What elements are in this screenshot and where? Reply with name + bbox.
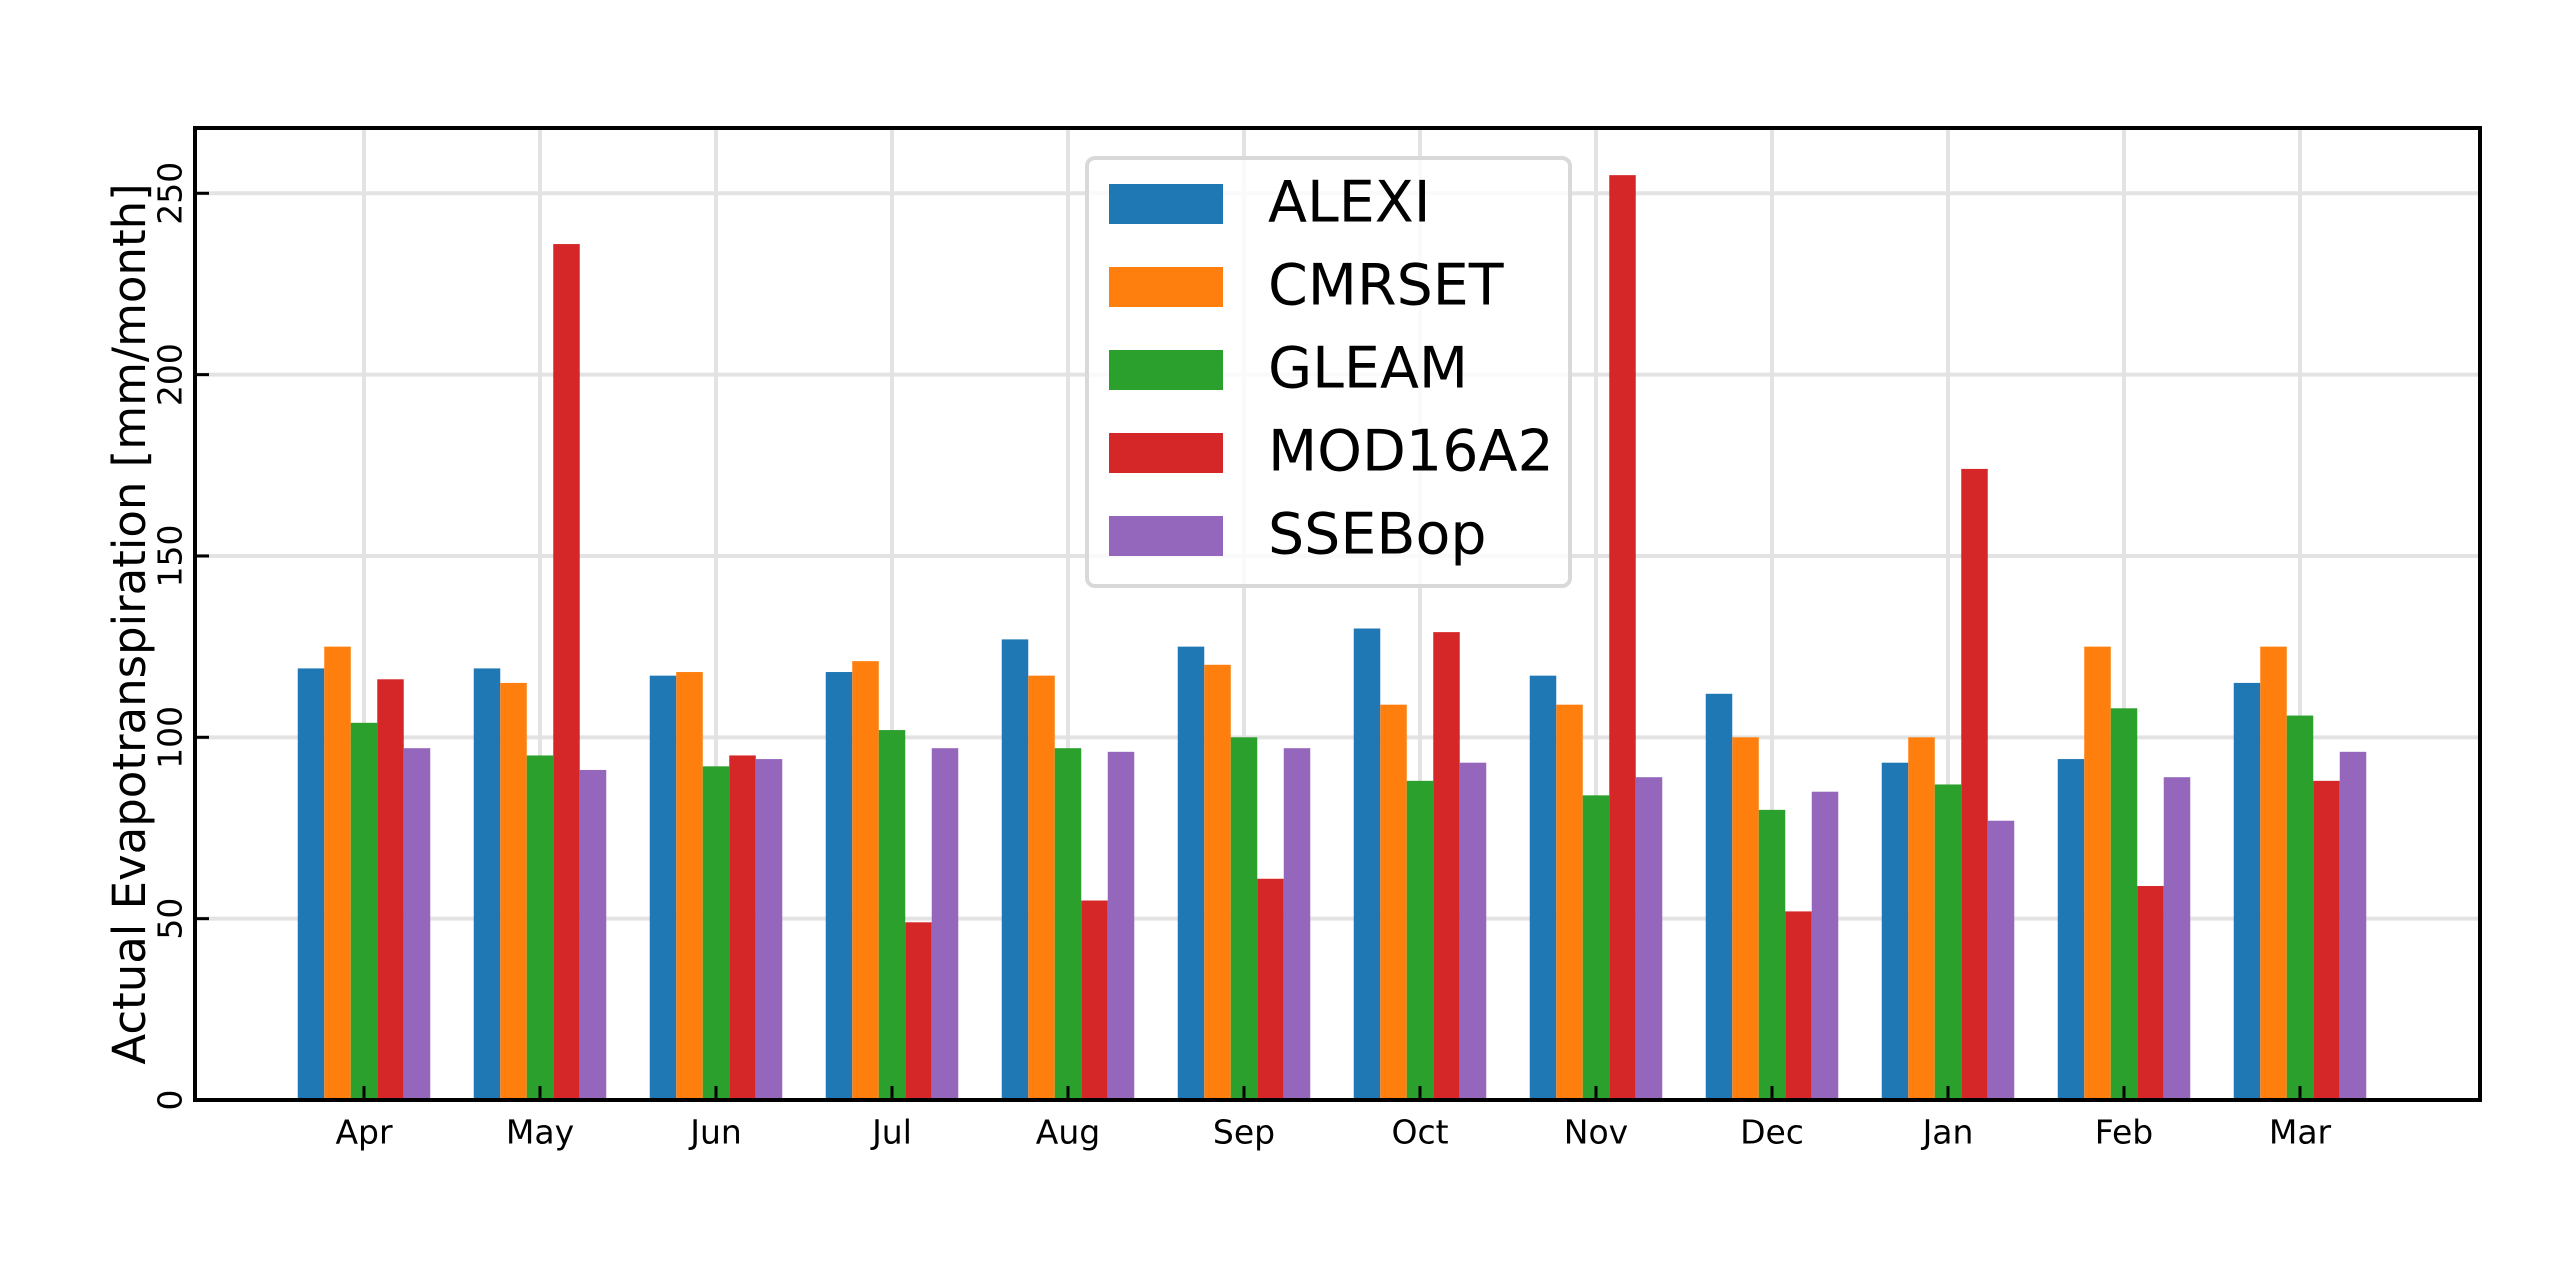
bar-gleam-jun <box>702 766 730 1100</box>
bar-mod16a2-sep <box>1257 878 1284 1100</box>
bar-alexi-oct <box>1353 628 1381 1100</box>
bar-alexi-feb <box>2057 759 2085 1100</box>
bar-cmrset-aug <box>1028 675 1055 1100</box>
x-tick-label-may: May <box>506 1113 574 1152</box>
bar-mod16a2-jan <box>1961 468 1988 1100</box>
x-tick-label-sep: Sep <box>1213 1113 1275 1152</box>
bar-mod16a2-apr <box>377 679 404 1100</box>
legend-swatch-mod16a2 <box>1109 433 1223 473</box>
legend-swatch-cmrset <box>1109 267 1223 307</box>
bar-alexi-may <box>473 668 501 1100</box>
ticks-layer: 0 50 100 150 200 250 Apr May Jun Jul Aug Sep Oct Nov D… <box>151 162 2332 1152</box>
bar-cmrset-nov <box>1556 704 1583 1100</box>
bar-gleam-dec <box>1758 809 1786 1100</box>
x-tick-label-jan: Jan <box>1921 1113 1974 1152</box>
bar-alexi-mar <box>2233 682 2261 1100</box>
bar-cmrset-mar <box>2260 646 2287 1100</box>
bar-gleam-nov <box>1582 795 1610 1100</box>
bar-cmrset-jul <box>852 661 879 1100</box>
bar-gleam-jul <box>878 730 906 1100</box>
bar-mod16a2-feb <box>2137 886 2164 1100</box>
bar-ssebop-oct <box>1459 762 1487 1100</box>
y-axis-title: Actual Evapotranspiration [mm/month] <box>103 183 156 1064</box>
y-tick-label: 100 <box>151 706 190 769</box>
y-tick-label: 200 <box>151 343 190 406</box>
x-tick-label-oct: Oct <box>1391 1113 1448 1152</box>
bar-cmrset-jun <box>676 672 703 1100</box>
bar-gleam-may <box>526 755 554 1100</box>
bar-cmrset-apr <box>324 646 351 1100</box>
bar-alexi-dec <box>1705 693 1733 1100</box>
bar-ssebop-feb <box>2163 777 2191 1100</box>
legend-label-alexi: ALEXI <box>1268 170 1431 236</box>
bar-mod16a2-aug <box>1081 900 1108 1100</box>
plot-frame <box>193 126 2482 1102</box>
bar-ssebop-mar <box>2339 751 2367 1100</box>
legend-label-ssebop: SSEBop <box>1268 502 1487 568</box>
x-tick-label-nov: Nov <box>1564 1113 1628 1152</box>
bar-mod16a2-nov <box>1609 175 1636 1101</box>
x-tick-label-mar: Mar <box>2269 1113 2332 1152</box>
y-tick-label: 250 <box>151 162 190 225</box>
bar-gleam-feb <box>2110 708 2138 1100</box>
bar-mod16a2-mar <box>2313 780 2340 1100</box>
bars-layer <box>297 175 2367 1101</box>
x-tick-label-apr: Apr <box>335 1113 393 1152</box>
bar-ssebop-jun <box>755 759 783 1100</box>
bar-cmrset-jan <box>1908 737 1935 1100</box>
legend-label-mod16a2: MOD16A2 <box>1268 419 1554 485</box>
bar-ssebop-may <box>579 769 607 1100</box>
bar-alexi-aug <box>1001 639 1029 1100</box>
legend-box <box>1085 156 1572 588</box>
bar-alexi-apr <box>297 668 325 1100</box>
bar-alexi-jan <box>1881 762 1909 1100</box>
bar-gleam-apr <box>350 722 378 1100</box>
bar-cmrset-sep <box>1204 664 1231 1100</box>
bar-alexi-nov <box>1529 675 1557 1100</box>
bar-mod16a2-dec <box>1785 911 1812 1100</box>
bar-gleam-oct <box>1406 780 1434 1100</box>
bar-cmrset-may <box>500 682 527 1100</box>
bar-cmrset-oct <box>1380 704 1407 1100</box>
x-tick-label-feb: Feb <box>2095 1113 2153 1152</box>
x-tick-label-dec: Dec <box>1740 1113 1804 1152</box>
bar-gleam-sep <box>1230 737 1258 1100</box>
bar-ssebop-aug <box>1107 751 1135 1100</box>
legend-swatch-alexi <box>1109 184 1223 224</box>
bar-alexi-jun <box>649 675 677 1100</box>
legend-label-gleam: GLEAM <box>1268 336 1468 402</box>
legend-swatch-gleam <box>1109 350 1223 390</box>
bar-cmrset-feb <box>2084 646 2111 1100</box>
bar-mod16a2-may <box>553 244 580 1101</box>
y-tick-label: 150 <box>151 524 190 587</box>
y-tick-label: 50 <box>151 898 190 940</box>
x-tick-label-aug: Aug <box>1036 1113 1100 1152</box>
legend-label-cmrset: CMRSET <box>1268 253 1504 319</box>
bar-ssebop-jan <box>1987 820 2015 1100</box>
legend: ALEXI CMRSET GLEAM MOD16A2 SSEBop <box>1085 156 1572 588</box>
bar-ssebop-nov <box>1635 777 1663 1100</box>
bar-gleam-aug <box>1054 748 1082 1100</box>
x-tick-label-jul: Jul <box>870 1113 912 1152</box>
bar-ssebop-dec <box>1811 791 1839 1100</box>
bar-mod16a2-jun <box>729 755 756 1100</box>
legend-swatch-ssebop <box>1109 516 1223 556</box>
bar-gleam-mar <box>2286 715 2314 1100</box>
bar-alexi-sep <box>1177 646 1205 1100</box>
bar-gleam-jan <box>1934 784 1962 1100</box>
bar-ssebop-apr <box>403 748 431 1100</box>
bar-ssebop-jul <box>931 748 959 1100</box>
bar-alexi-jul <box>825 672 853 1100</box>
bar-ssebop-sep <box>1283 748 1311 1100</box>
bar-cmrset-dec <box>1732 737 1759 1100</box>
y-tick-label: 0 <box>151 1090 190 1111</box>
bar-mod16a2-jul <box>905 922 932 1100</box>
x-tick-label-jun: Jun <box>688 1113 742 1152</box>
bar-mod16a2-oct <box>1433 632 1460 1100</box>
